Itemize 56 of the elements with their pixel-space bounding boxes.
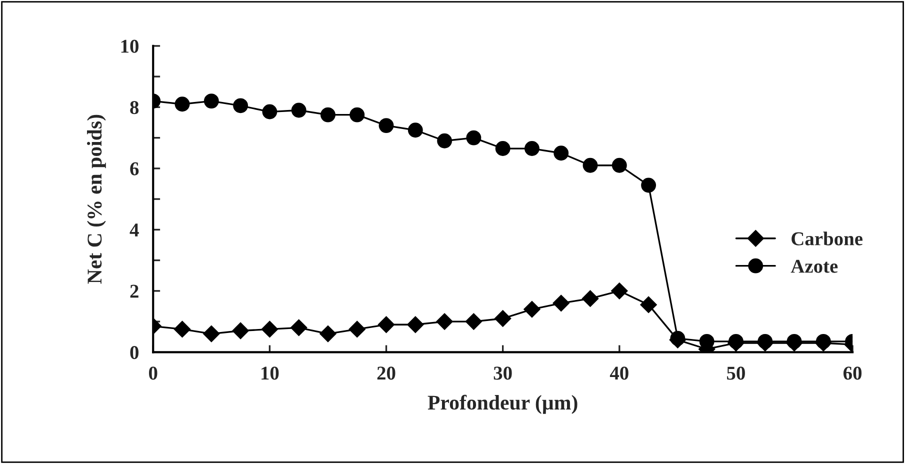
point — [495, 141, 510, 156]
point — [612, 158, 627, 173]
point — [407, 316, 424, 333]
x-tick-label: 30 — [494, 366, 512, 380]
point — [524, 141, 540, 156]
point — [494, 310, 512, 327]
point — [320, 107, 336, 122]
y-tick-label: 6 — [130, 162, 139, 176]
point — [816, 334, 831, 349]
point — [436, 313, 453, 330]
point — [552, 294, 570, 312]
point — [465, 313, 482, 330]
y-tick-label: 10 — [121, 40, 138, 53]
point — [640, 296, 657, 314]
x-tick-label: 40 — [610, 366, 628, 380]
point — [174, 320, 191, 338]
point — [350, 107, 365, 122]
y-tick-label: 0 — [130, 346, 138, 360]
point — [291, 102, 306, 118]
point — [378, 118, 394, 134]
x-tick-label: 0 — [148, 366, 158, 380]
point — [261, 320, 278, 338]
point — [641, 178, 656, 193]
legend-label: Carbone — [792, 232, 863, 246]
x-tick-label: 10 — [262, 366, 279, 380]
x-tick-label: 50 — [727, 366, 745, 380]
point — [262, 104, 278, 120]
point — [611, 282, 628, 300]
point — [203, 325, 220, 342]
y-axis-title: Net C (% en poids) — [87, 114, 106, 284]
x-tick-label: 20 — [377, 366, 396, 380]
point — [582, 158, 598, 173]
point — [204, 94, 219, 109]
y-tick-label: 2 — [130, 284, 138, 298]
point — [174, 96, 190, 112]
point — [232, 322, 249, 340]
point — [466, 130, 482, 146]
point — [670, 330, 686, 346]
point — [290, 319, 308, 336]
point — [582, 290, 599, 307]
point — [378, 316, 395, 333]
point — [524, 300, 540, 318]
y-tick-label: 8 — [130, 101, 139, 114]
point — [348, 320, 366, 338]
point — [728, 334, 744, 349]
point — [786, 334, 802, 349]
point — [758, 334, 773, 349]
point — [554, 146, 569, 161]
point — [320, 325, 336, 342]
y-tick-label: 4 — [130, 224, 139, 236]
point — [437, 133, 452, 148]
legend-label: Azote — [790, 260, 838, 273]
x-axis-title: Profondeur (µm) — [428, 394, 578, 414]
x-tick-label: 60 — [843, 366, 862, 380]
point — [233, 98, 248, 114]
point — [408, 122, 423, 138]
